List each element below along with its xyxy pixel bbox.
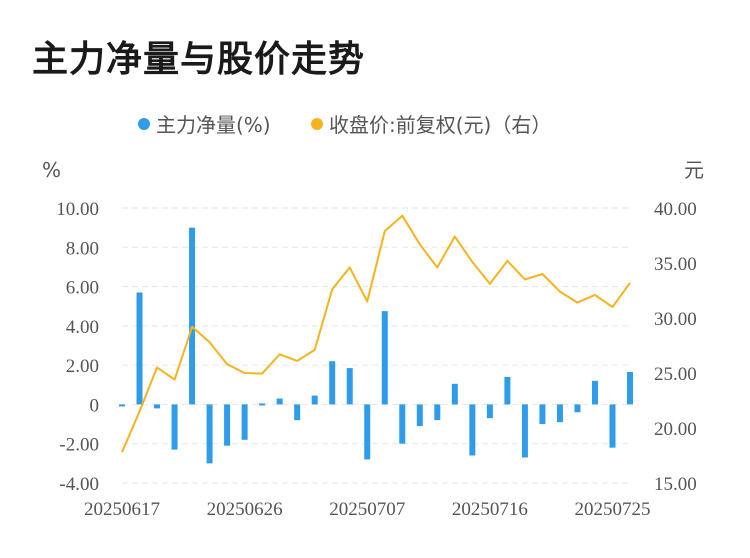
legend-label-line: 收盘价:前复权(元)（右）	[329, 113, 551, 137]
bar	[346, 368, 353, 405]
x-axis-tick-label: 20250707	[329, 499, 405, 520]
bar	[399, 404, 406, 444]
x-axis-tick-label: 20250725	[574, 499, 650, 520]
left-axis-tick-label: -4.00	[59, 474, 99, 495]
x-axis-tick-label: 20250626	[207, 499, 283, 520]
bar	[469, 404, 476, 456]
right-axis-tick-label: 30.00	[654, 309, 697, 330]
right-axis-unit: 元	[684, 158, 704, 182]
right-axis-tick-label: 25.00	[654, 364, 697, 385]
left-axis-ticks: -4.00 -2.00 0 2.00 4.00 6.00 8.00 10.00	[56, 199, 99, 495]
left-axis-tick-label: 8.00	[66, 238, 99, 259]
bar	[521, 404, 528, 458]
right-axis-tick-label: 35.00	[654, 254, 697, 275]
chart-title: 主力净量与股价走势	[32, 39, 366, 80]
price-line	[121, 214, 631, 453]
bar	[627, 372, 633, 405]
left-axis-tick-label: 0	[90, 395, 100, 416]
bar	[434, 404, 441, 421]
x-axis-tick-label: 20250716	[452, 499, 528, 520]
bar	[136, 292, 143, 405]
bar	[259, 403, 266, 406]
line-series	[121, 214, 631, 453]
left-axis-tick-label: 4.00	[66, 317, 99, 338]
left-axis-tick-label: -2.00	[59, 435, 99, 456]
left-axis-tick-label: 6.00	[66, 278, 99, 299]
x-axis-tick-label: 20250617	[84, 499, 160, 520]
bar	[329, 361, 336, 405]
bar	[119, 404, 125, 407]
gridlines	[122, 207, 630, 484]
right-axis-tick-label: 20.00	[654, 419, 697, 440]
x-axis-ticks: 20250617 20250626 20250707 20250716 20250725	[84, 499, 650, 520]
bar	[574, 404, 581, 413]
right-axis-tick-label: 15.00	[654, 474, 697, 495]
left-axis-unit: %	[42, 158, 61, 182]
bar	[486, 404, 493, 419]
bar	[451, 383, 458, 405]
bar	[539, 404, 546, 425]
bar	[504, 376, 511, 405]
bar	[276, 398, 283, 405]
bar	[241, 404, 248, 440]
right-axis-ticks: 15.00 20.00 25.00 30.00 35.00 40.00	[654, 199, 697, 495]
legend-label-bars: 主力净量(%)	[156, 113, 271, 137]
bar	[364, 404, 371, 460]
bar	[224, 404, 231, 446]
legend-marker-line	[311, 118, 323, 130]
bar	[311, 395, 318, 405]
bar	[189, 227, 196, 405]
bar	[294, 404, 301, 421]
left-axis-tick-label: 10.00	[56, 199, 99, 220]
right-axis-tick-label: 40.00	[654, 199, 697, 220]
bar	[171, 404, 178, 450]
bar	[416, 404, 423, 427]
bar	[206, 404, 213, 464]
bar	[381, 311, 388, 405]
bar	[591, 380, 598, 405]
legend-marker-bars	[138, 118, 150, 130]
bar	[609, 404, 616, 448]
bar-series	[119, 227, 633, 464]
left-axis-tick-label: 2.00	[66, 356, 99, 377]
bar	[154, 404, 161, 409]
legend: 主力净量(%) 收盘价:前复权(元)（右）	[138, 113, 551, 137]
bar	[556, 404, 563, 423]
